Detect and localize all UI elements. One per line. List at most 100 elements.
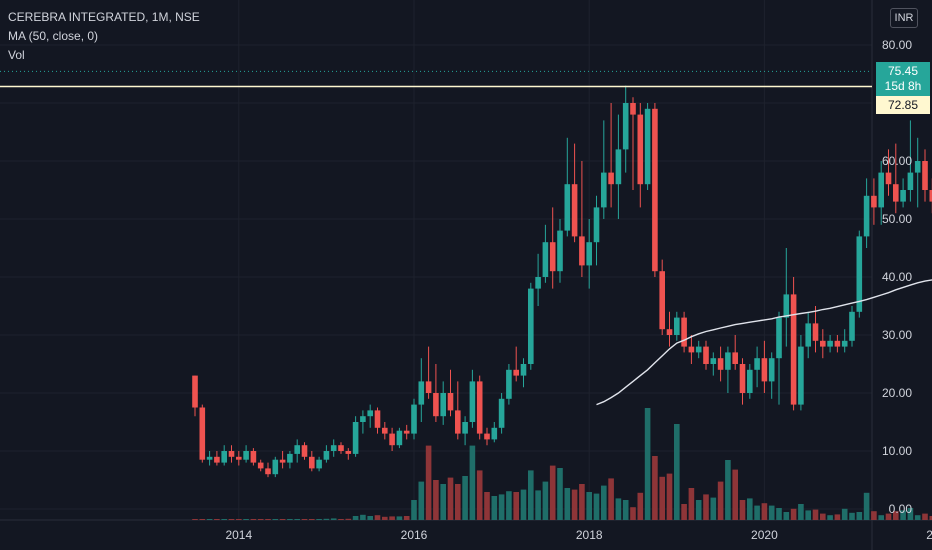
x-tick-label: 2016: [401, 528, 428, 542]
candle-body: [812, 323, 819, 341]
volume-bar: [776, 508, 782, 520]
volume-bar: [440, 484, 446, 520]
candle-body: [352, 422, 359, 454]
volume-bar: [929, 516, 932, 520]
volume-bar: [695, 500, 702, 520]
volume-bar: [243, 519, 249, 520]
volume-bar: [199, 519, 206, 520]
candle-body: [747, 369, 753, 393]
volume-bar: [768, 505, 775, 520]
volume-bar: [549, 465, 556, 520]
volume-bar: [367, 516, 373, 520]
volume-bar: [564, 488, 571, 520]
volume-bar: [557, 468, 563, 520]
volume-bar: [236, 519, 242, 520]
candle-body: [798, 346, 804, 405]
candle-body: [579, 236, 585, 266]
volume-bar: [257, 519, 264, 520]
volume-bar: [396, 516, 403, 520]
candle-body: [732, 352, 738, 364]
candle-body: [652, 108, 658, 272]
volume-bar: [579, 484, 585, 520]
volume-bar: [287, 519, 293, 520]
volume-bar: [192, 519, 198, 520]
candle-body: [703, 346, 709, 364]
volume-bar: [856, 512, 863, 520]
volume-bar: [790, 508, 797, 520]
volume-bar: [484, 492, 490, 520]
volume-bar: [820, 513, 826, 520]
volume-bar: [630, 507, 636, 520]
volume-bar: [279, 519, 286, 520]
candle-body: [287, 453, 293, 463]
chart-legend: CEREBRA INTEGRATED, 1M, NSE MA (50, clos…: [8, 8, 200, 65]
x-tick-label: 2022: [926, 528, 932, 542]
candle-body: [484, 433, 490, 440]
volume-bar: [885, 513, 892, 520]
candle-body: [221, 451, 227, 463]
volume-bar: [608, 478, 614, 520]
candle-body: [805, 323, 811, 347]
volume-bar: [717, 481, 724, 520]
candle-body: [841, 340, 848, 347]
volume-bar: [330, 518, 337, 520]
candle-body: [367, 410, 373, 417]
volume-bar: [893, 511, 899, 520]
volume-bar: [739, 500, 746, 520]
candle-body: [615, 149, 622, 185]
volume-bar: [542, 481, 549, 520]
y-tick-label: 60.00: [882, 154, 912, 168]
volume-bar: [345, 518, 352, 520]
volume-bar: [491, 496, 498, 520]
volume-bar: [805, 510, 811, 520]
candle-body: [849, 311, 855, 341]
y-tick-label: 80.00: [882, 38, 912, 52]
ma-indicator-label[interactable]: MA (50, close, 0): [8, 29, 99, 43]
volume-bar: [622, 500, 629, 520]
volume-bar: [703, 494, 709, 520]
volume-bar: [513, 492, 519, 520]
volume-bar: [206, 519, 213, 520]
x-tick-label: 2014: [225, 528, 252, 542]
volume-bar: [389, 516, 395, 520]
candle-body: [586, 242, 592, 266]
candle-body: [688, 346, 695, 353]
symbol-title[interactable]: CEREBRA INTEGRATED, 1M, NSE: [8, 10, 200, 24]
candle-body: [476, 381, 483, 434]
candle-body: [535, 277, 541, 289]
candle-body: [768, 358, 775, 382]
volume-bar: [250, 519, 257, 520]
volume-bar: [265, 519, 271, 520]
horizontal-line-price-tag[interactable]: 72.85: [876, 96, 930, 114]
candle-body: [783, 294, 790, 318]
volume-bar: [914, 515, 921, 520]
x-tick-label: 2018: [576, 528, 603, 542]
volume-bar: [498, 494, 505, 520]
candle-body: [498, 398, 505, 428]
volume-indicator-label[interactable]: Vol: [8, 48, 25, 62]
volume-bar: [652, 456, 658, 520]
candle-body: [630, 103, 636, 115]
candle-body: [608, 172, 614, 185]
candle-body: [513, 369, 519, 376]
candle-body: [542, 242, 549, 277]
candle-body: [717, 358, 724, 370]
candle-body: [360, 416, 366, 422]
volume-bar: [469, 445, 476, 520]
volume-bar: [798, 504, 804, 520]
candle-body: [411, 404, 417, 434]
candle-body: [571, 184, 578, 237]
volume-bar: [447, 477, 454, 520]
currency-badge[interactable]: INR: [890, 8, 918, 28]
candle-body: [243, 451, 249, 460]
candle-body: [827, 340, 833, 347]
volume-bar: [272, 519, 279, 520]
volume-bar: [666, 473, 673, 520]
volume-bar: [878, 515, 884, 520]
candle-body: [309, 456, 315, 469]
candle-body: [520, 364, 527, 376]
volume-bar: [688, 488, 695, 520]
candle-body: [228, 451, 235, 457]
candle-body: [695, 346, 702, 353]
